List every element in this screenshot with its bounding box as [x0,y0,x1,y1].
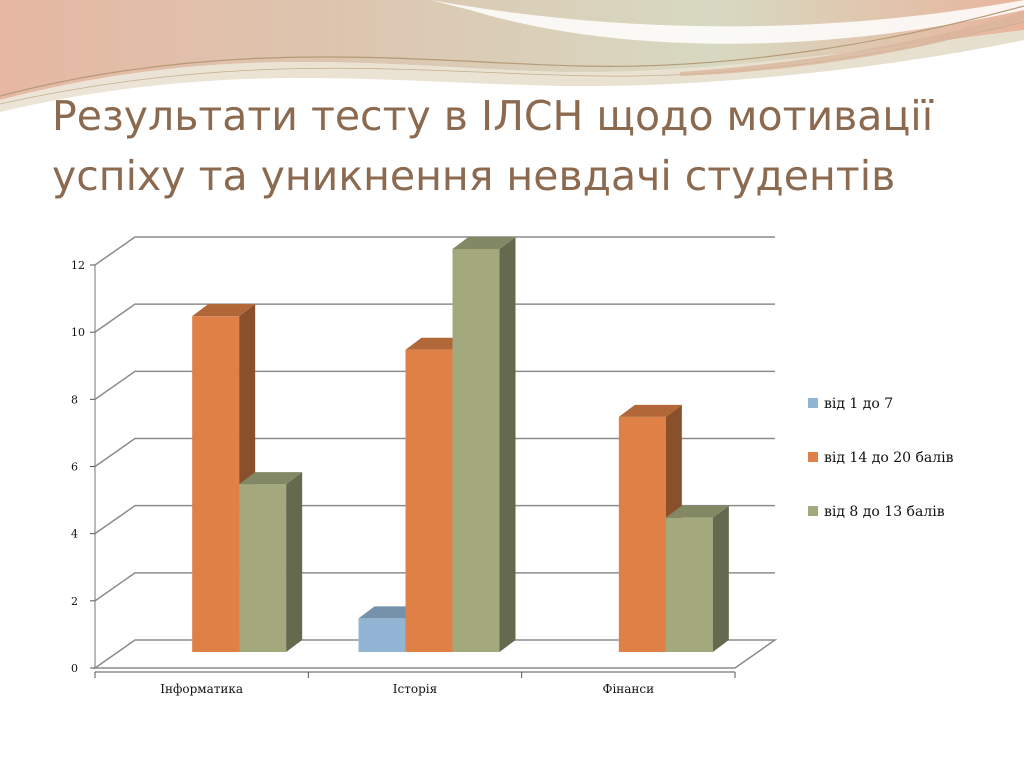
bar-top [665,505,729,518]
legend-label: від 14 до 20 балів [824,450,954,466]
bar-top [618,404,682,417]
bar-Історія-від 8 до 13 балів [452,237,516,652]
bar-front [405,349,453,652]
bar-side [712,505,729,652]
bar-top [452,237,516,249]
legend: від 1 до 7 від 14 до 20 балів від 8 до 13 … [808,396,954,520]
legend-swatch [808,506,818,516]
legend-item-1: від 1 до 7 [808,396,893,412]
legend-item-3: від 8 до 13 балів [808,504,945,520]
header-decoration [0,0,1024,112]
legend-swatch [808,398,818,408]
gridline-10 [94,303,775,333]
bar-front [239,484,287,652]
bar-Фінанси-від 8 до 13 балів [665,505,729,652]
slide-title-line-2: успіху та уникнення невдачі студентів [52,152,896,200]
y-tick-label-0: 0 [71,662,78,675]
x-tick-label-Історія: Історія [393,682,437,696]
bar-top [192,304,256,317]
bar-top [239,472,303,485]
gridline-12 [94,236,775,266]
y-tick-label-4: 4 [71,528,78,541]
chart-walls [92,639,778,669]
slide-title-line-1: Результати тесту в ІЛСН щодо мотивації [52,92,934,140]
y-tick-label-8: 8 [71,393,78,406]
bar-Інформатика-від 8 до 13 балів [239,472,303,652]
axes: 0 2 4 6 8 10 12 Інформатика Історія Фінанси [71,259,736,696]
bar-front [665,517,713,652]
bar-side [286,472,303,652]
slide-title: Результати тесту в ІЛСН щодо мотивації у… [52,86,992,206]
gridline-8 [94,370,775,400]
bars [192,237,729,652]
chart-floor [92,639,778,669]
y-tick-label-2: 2 [71,595,78,608]
gridline-4 [94,504,775,535]
gridline-2 [94,572,775,602]
legend-item-2: від 14 до 20 балів [808,450,954,466]
gridline-6 [94,437,775,468]
gridlines [94,236,775,602]
y-tick-label-12: 12 [71,259,85,272]
x-tick-label-Фінанси: Фінанси [602,682,654,696]
x-tick-label-Інформатика: Інформатика [160,682,243,696]
legend-swatch [808,452,818,462]
y-tick-label-6: 6 [71,461,78,474]
legend-label: від 8 до 13 балів [824,504,945,520]
bar-front [452,249,500,652]
y-tick-label-10: 10 [71,326,85,339]
legend-label: від 1 до 7 [824,396,893,412]
bar-front [358,618,406,652]
bar-front [618,416,666,652]
bar-front [192,316,240,652]
bar-side [499,237,516,652]
